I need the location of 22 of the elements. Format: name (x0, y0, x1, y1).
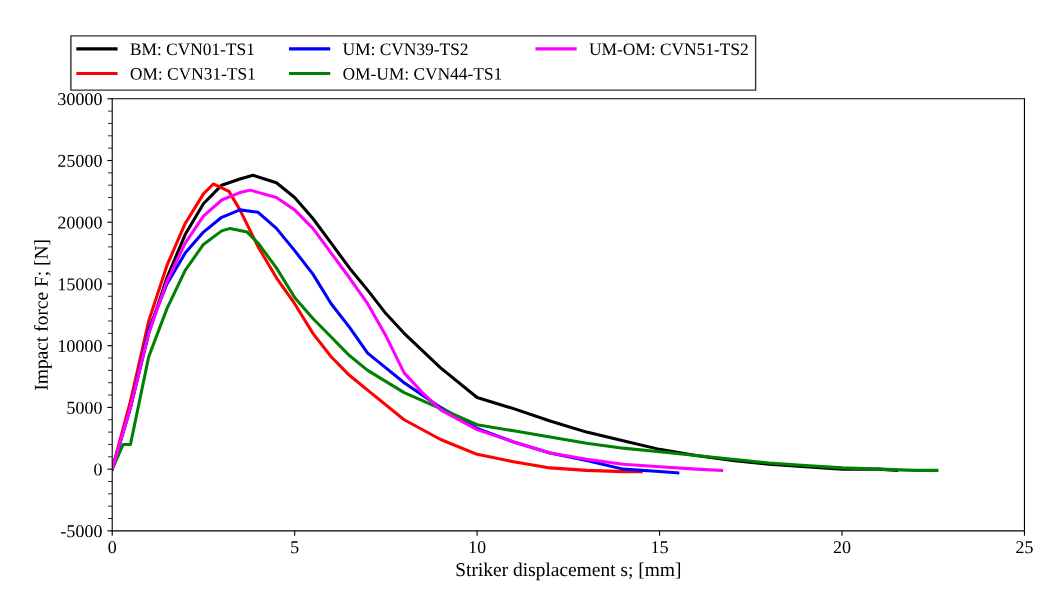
y-tick-label: 15000 (58, 278, 102, 291)
y-tick-label: -5000 (61, 525, 102, 538)
line-series (112, 226, 939, 472)
y-tick-label: 0 (94, 463, 102, 476)
x-tick-label: 10 (469, 541, 486, 554)
legend-label: BM: CVN01-TS1 (130, 43, 254, 56)
x-tick-label: 20 (833, 541, 851, 554)
y-tick-label: 30000 (58, 93, 102, 106)
legend-label: UM-OM: CVN51-TS2 (589, 43, 748, 56)
legend-label: OM-UM: CVN44-TS1 (343, 68, 502, 80)
x-tick-label: 25 (1016, 541, 1033, 554)
x-tick-label: 5 (291, 541, 299, 554)
y-tick-label: 20000 (58, 216, 102, 229)
legend-label: OM: CVN31-TS1 (130, 68, 255, 80)
x-tick-label: 0 (108, 541, 117, 554)
y-axis-title: Impact force F; [N] (33, 240, 52, 390)
y-tick-label: 10000 (58, 339, 102, 353)
x-axis-title: Striker displacement s; [mm] (456, 562, 681, 581)
legend-label: UM: CVN39-TS2 (342, 43, 468, 56)
y-tick-label: 5000 (67, 401, 102, 414)
x-tick-label: 15 (652, 541, 668, 554)
y-tick-label: 25000 (58, 154, 102, 167)
